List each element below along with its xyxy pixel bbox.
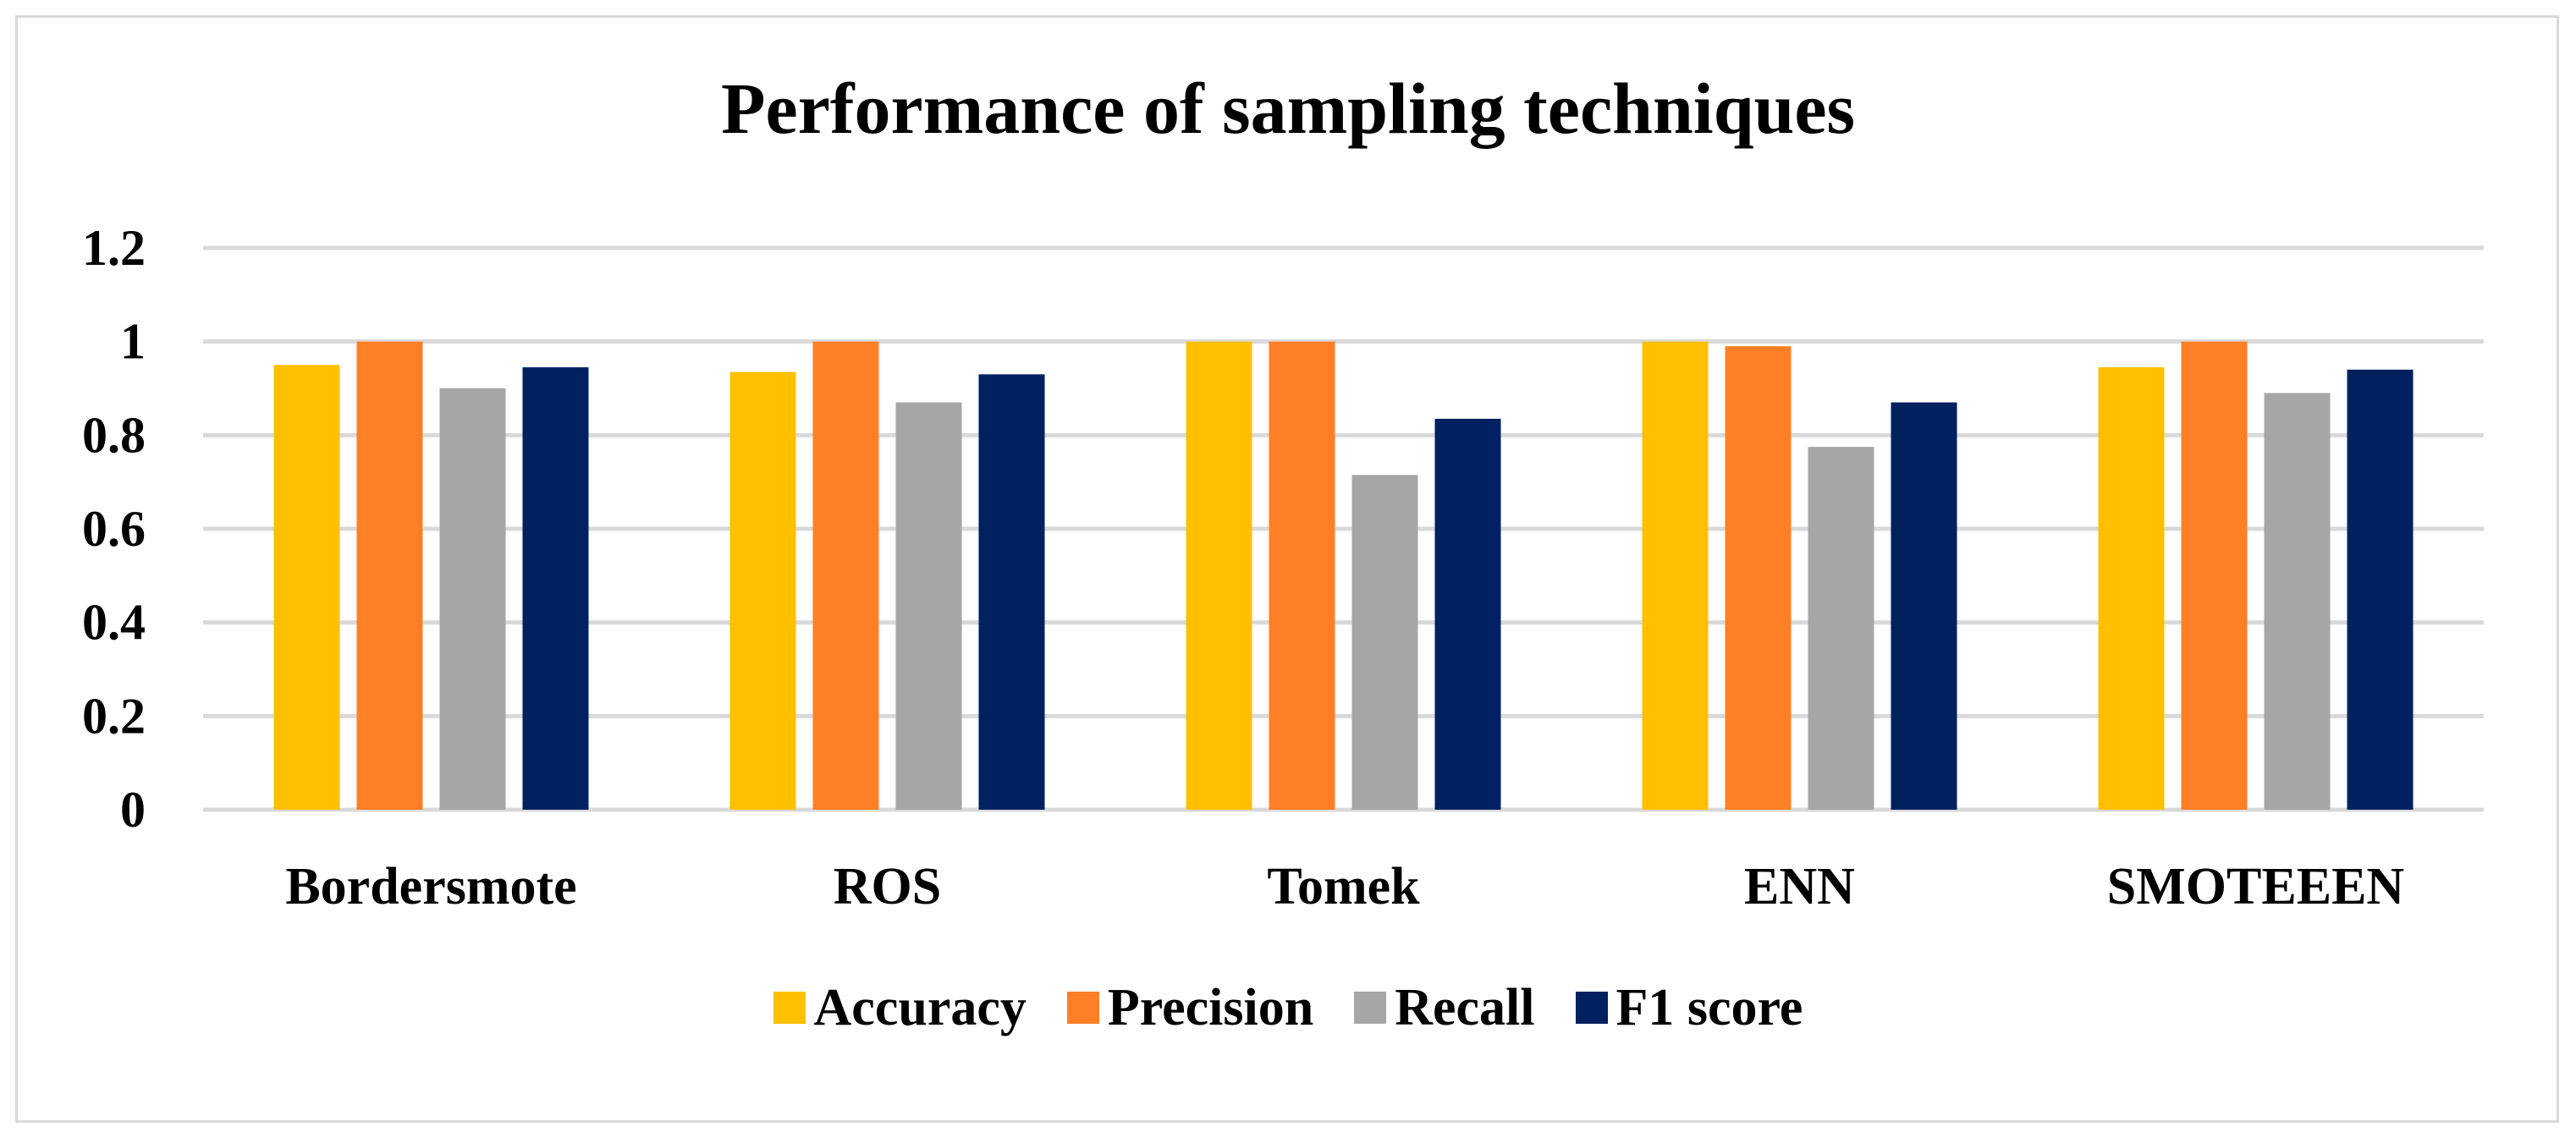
bar-accuracy bbox=[1642, 341, 1709, 811]
x-category-label: Tomek bbox=[1267, 858, 1420, 915]
bar-precision bbox=[812, 341, 879, 811]
bar-f1-score bbox=[522, 367, 589, 811]
y-tick-label: 0.8 bbox=[82, 407, 146, 463]
y-tick-label: 0.2 bbox=[82, 688, 146, 744]
bar-precision bbox=[2181, 341, 2248, 811]
bar-f1-score bbox=[2347, 369, 2414, 810]
legend-label: Recall bbox=[1395, 979, 1535, 1036]
y-tick-label: 0.6 bbox=[82, 501, 146, 557]
bar-recall bbox=[895, 402, 962, 810]
chart-title: Performance of sampling techniques bbox=[720, 68, 1855, 149]
bar-accuracy bbox=[1186, 341, 1252, 811]
legend-swatch bbox=[773, 992, 806, 1024]
legend-swatch bbox=[1354, 992, 1387, 1024]
legend-label: F1 score bbox=[1616, 979, 1803, 1036]
y-tick-label: 0 bbox=[120, 782, 146, 838]
bar-accuracy bbox=[273, 365, 340, 810]
legend-label: Accuracy bbox=[813, 979, 1027, 1036]
bar-f1-score bbox=[1891, 402, 1957, 810]
legend-item: F1 score bbox=[1575, 979, 1803, 1036]
x-category-label: ROS bbox=[834, 858, 941, 915]
bar-recall bbox=[1808, 447, 1874, 810]
bar-precision bbox=[356, 341, 423, 811]
bar-accuracy bbox=[729, 371, 796, 811]
y-tick-label: 0.4 bbox=[82, 595, 146, 651]
legend-item: Accuracy bbox=[773, 981, 1027, 1034]
bar-accuracy bbox=[2098, 367, 2165, 811]
bar-precision bbox=[1725, 346, 1792, 810]
bar-precision bbox=[1269, 341, 1335, 811]
bar-recall bbox=[1351, 475, 1418, 810]
legend-swatch bbox=[1575, 992, 1608, 1024]
bar-recall bbox=[2264, 393, 2331, 810]
x-category-label: SMOTEEEN bbox=[2107, 858, 2404, 915]
bar-recall bbox=[439, 388, 506, 810]
legend-label: Precision bbox=[1107, 979, 1314, 1036]
bar-f1-score bbox=[978, 374, 1045, 810]
legend-swatch bbox=[1066, 992, 1099, 1024]
x-category-label: Bordersmote bbox=[285, 858, 576, 915]
y-tick-label: 1.2 bbox=[82, 220, 146, 276]
legend-item: Precision bbox=[1066, 979, 1314, 1036]
chart-legend: Accuracy Precision Recall F1 score bbox=[0, 981, 2576, 1034]
bar-f1-score bbox=[1434, 418, 1501, 810]
legend-item: Recall bbox=[1354, 979, 1535, 1036]
x-category-label: ENN bbox=[1744, 858, 1855, 915]
y-tick-label: 1 bbox=[120, 314, 146, 370]
